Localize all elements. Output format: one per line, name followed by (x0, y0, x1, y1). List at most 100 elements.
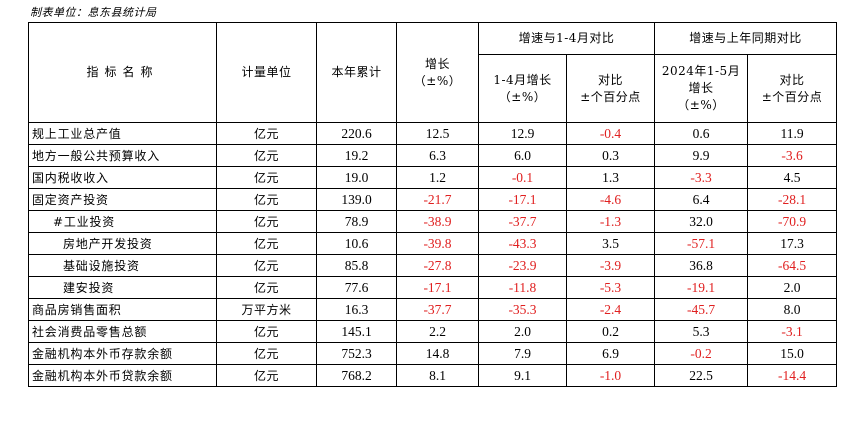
unit-cell: 亿元 (216, 210, 317, 233)
g2-growth-cell: -45.7 (654, 298, 749, 321)
g1-compare-cell: -4.6 (565, 188, 656, 211)
source-note: 制表单位：息东县统计局 (30, 6, 157, 19)
g2-growth-cell: -19.1 (654, 276, 749, 299)
g2-compare-cell: 8.0 (747, 298, 838, 321)
unit-cell: 万平方米 (216, 298, 317, 321)
table-row: 商品房销售面积 万平方米 16.3 -37.7 -35.3 -2.4 -45.7 8.0 (28, 298, 838, 321)
g2-compare-cell: 17.3 (747, 232, 838, 255)
ytd-cell: 19.2 (316, 144, 397, 167)
g1-compare-cell: 0.3 (565, 144, 656, 167)
g2-compare-cell: -70.9 (747, 210, 838, 233)
growth-cell: 12.5 (396, 122, 479, 145)
g2-compare-cell: -14.4 (747, 364, 838, 387)
unit-cell: 亿元 (216, 166, 317, 189)
g2-growth-cell: -57.1 (654, 232, 749, 255)
g1-growth-cell: 9.1 (478, 364, 567, 387)
g2-compare-cell: -3.6 (747, 144, 838, 167)
table-row: 地方一般公共预算收入 亿元 19.2 6.3 6.0 0.3 9.9 -3.6 (28, 144, 838, 167)
g1-compare-cell: -1.3 (565, 210, 656, 233)
g1-compare-cell: -3.9 (565, 254, 656, 277)
indicator-name: 地方一般公共预算收入 (28, 144, 217, 167)
g2-compare-cell: 11.9 (747, 122, 838, 145)
table-row: #工业投资 亿元 78.9 -38.9 -37.7 -1.3 32.0 -70.9 (28, 210, 838, 233)
header-last-year-compare: 对比 ±个百分点 (747, 54, 838, 123)
statistics-table: 指标名称 计量单位 本年累计 增长 （±%） 增速与1-4月对比 增速与上年同期… (28, 22, 838, 387)
table-row: 金融机构本外币贷款余额 亿元 768.2 8.1 9.1 -1.0 22.5 -14.4 (28, 364, 838, 387)
g1-compare-cell: -2.4 (565, 298, 656, 321)
ytd-cell: 10.6 (316, 232, 397, 255)
table-row: 国内税收收入 亿元 19.0 1.2 -0.1 1.3 -3.3 4.5 (28, 166, 838, 189)
ytd-cell: 19.0 (316, 166, 397, 189)
indicator-name: 金融机构本外币存款余额 (28, 342, 217, 365)
g1-growth-cell: -17.1 (478, 188, 567, 211)
header-growth: 增长 （±%） (396, 22, 479, 123)
header-group-vs-last-year: 增速与上年同期对比 (654, 22, 838, 55)
g1-growth-cell: -37.7 (478, 210, 567, 233)
g2-growth-cell: 9.9 (654, 144, 749, 167)
ytd-cell: 145.1 (316, 320, 397, 343)
g1-growth-cell: -23.9 (478, 254, 567, 277)
header-unit: 计量单位 (216, 22, 317, 123)
indicator-name: 固定资产投资 (28, 188, 217, 211)
growth-cell: 6.3 (396, 144, 479, 167)
growth-cell: -17.1 (396, 276, 479, 299)
g1-growth-cell: -0.1 (478, 166, 567, 189)
g1-growth-cell: 6.0 (478, 144, 567, 167)
header-jan-apr-compare: 对比 ±个百分点 (565, 54, 656, 123)
indicator-name: 金融机构本外币贷款余额 (28, 364, 217, 387)
ytd-cell: 139.0 (316, 188, 397, 211)
table-row: 规上工业总产值 亿元 220.6 12.5 12.9 -0.4 0.6 11.9 (28, 122, 838, 145)
unit-cell: 亿元 (216, 232, 317, 255)
unit-cell: 亿元 (216, 188, 317, 211)
ytd-cell: 16.3 (316, 298, 397, 321)
unit-cell: 亿元 (216, 276, 317, 299)
header-group-vs-jan-apr: 增速与1-4月对比 (477, 22, 656, 55)
g1-compare-cell: -1.0 (565, 364, 656, 387)
growth-cell: -37.7 (396, 298, 479, 321)
g1-compare-cell: 1.3 (565, 166, 656, 189)
table-row: 建安投资 亿元 77.6 -17.1 -11.8 -5.3 -19.1 2.0 (28, 276, 838, 299)
unit-cell: 亿元 (216, 342, 317, 365)
ytd-cell: 78.9 (316, 210, 397, 233)
g2-compare-cell: 2.0 (747, 276, 838, 299)
table-row: 基础设施投资 亿元 85.8 -27.8 -23.9 -3.9 36.8 -64.5 (28, 254, 838, 277)
indicator-name: 基础设施投资 (28, 254, 217, 277)
growth-cell: 8.1 (396, 364, 479, 387)
ytd-cell: 220.6 (316, 122, 397, 145)
g1-compare-cell: -5.3 (565, 276, 656, 299)
g2-growth-cell: 5.3 (654, 320, 749, 343)
table-row: 固定资产投资 亿元 139.0 -21.7 -17.1 -4.6 6.4 -28.1 (28, 188, 838, 211)
g2-compare-cell: -64.5 (747, 254, 838, 277)
indicator-name: 社会消费品零售总额 (28, 320, 217, 343)
g1-growth-cell: -43.3 (478, 232, 567, 255)
table-row: 房地产开发投资 亿元 10.6 -39.8 -43.3 3.5 -57.1 17.3 (28, 232, 838, 255)
g1-growth-cell: -35.3 (478, 298, 567, 321)
unit-cell: 亿元 (216, 122, 317, 145)
g2-compare-cell: 15.0 (747, 342, 838, 365)
unit-cell: 亿元 (216, 254, 317, 277)
indicator-name: #工业投资 (28, 210, 217, 233)
g2-compare-cell: 4.5 (747, 166, 838, 189)
g1-growth-cell: 2.0 (478, 320, 567, 343)
growth-cell: -38.9 (396, 210, 479, 233)
g2-growth-cell: 36.8 (654, 254, 749, 277)
g1-growth-cell: 12.9 (478, 122, 567, 145)
g1-compare-cell: 6.9 (565, 342, 656, 365)
table-row: 金融机构本外币存款余额 亿元 752.3 14.8 7.9 6.9 -0.2 15.0 (28, 342, 838, 365)
g1-compare-cell: 3.5 (565, 232, 656, 255)
indicator-name: 房地产开发投资 (28, 232, 217, 255)
g2-growth-cell: 32.0 (654, 210, 749, 233)
g1-compare-cell: 0.2 (565, 320, 656, 343)
unit-cell: 亿元 (216, 364, 317, 387)
ytd-cell: 85.8 (316, 254, 397, 277)
g1-growth-cell: 7.9 (478, 342, 567, 365)
growth-cell: 14.8 (396, 342, 479, 365)
growth-cell: -39.8 (396, 232, 479, 255)
growth-cell: 1.2 (396, 166, 479, 189)
header-last-year-growth: 2024年1-5月 增长 （±%） (654, 54, 749, 123)
header-jan-apr-growth: 1-4月增长 （±%） (478, 54, 567, 123)
indicator-name: 规上工业总产值 (28, 122, 217, 145)
g2-growth-cell: -0.2 (654, 342, 749, 365)
g2-growth-cell: 0.6 (654, 122, 749, 145)
indicator-name: 商品房销售面积 (28, 298, 217, 321)
